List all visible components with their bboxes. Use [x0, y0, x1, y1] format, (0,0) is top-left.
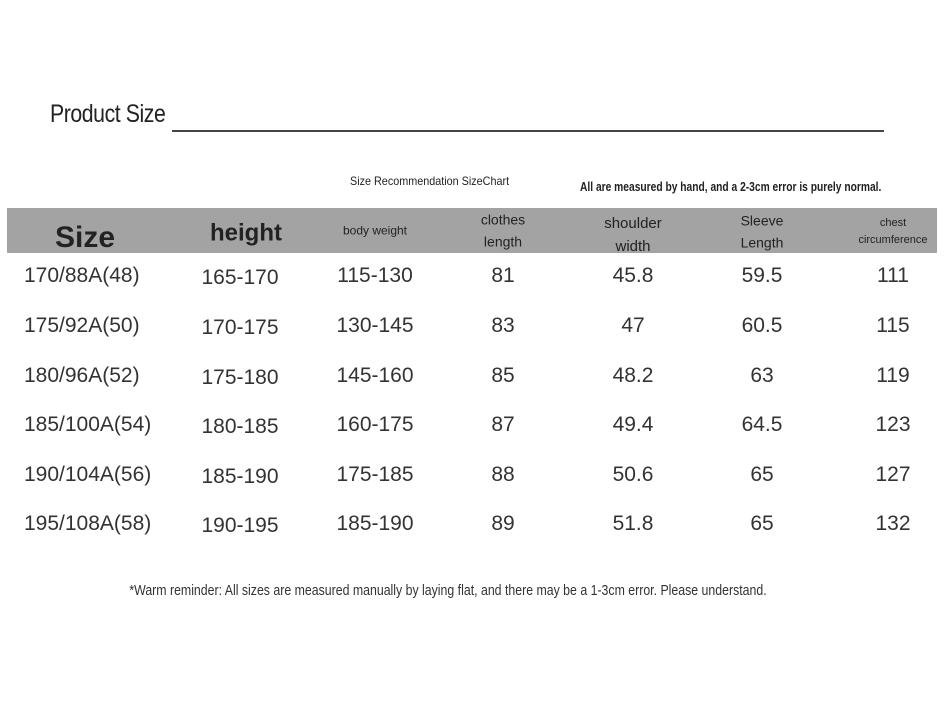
table-cell: 127	[875, 463, 911, 486]
table-cell: 160-175	[336, 413, 414, 436]
table-cell: 51.8	[612, 512, 654, 535]
column-header: chest circumference	[858, 216, 928, 246]
table-cell: 65	[750, 463, 774, 486]
subtitle: Size Recommendation SizeChart	[350, 174, 510, 188]
title: Product Size	[50, 100, 166, 128]
table-cell: 175-180	[201, 366, 279, 389]
column-header: Sleeve Length	[740, 212, 784, 250]
table-cell: 48.2	[612, 364, 654, 387]
table-cell: 59.5	[741, 264, 783, 287]
table-cell: 50.6	[612, 463, 654, 486]
footer: *Warm reminder: All sizes are measured m…	[129, 583, 767, 599]
column-header: shoulder width	[604, 214, 662, 255]
table-cell: 175-185	[336, 463, 414, 486]
table-cell: 111	[877, 264, 909, 287]
table-cell: 85	[491, 364, 515, 387]
table-cell: 145-160	[336, 364, 414, 387]
table-cell: 115-130	[337, 264, 413, 287]
table-cell: 64.5	[741, 413, 783, 436]
table-cell: 83	[491, 314, 515, 337]
table-cell: 81	[491, 264, 515, 287]
column-header: Size	[54, 220, 116, 254]
table-cell: 65	[750, 512, 774, 535]
table-cell: 60.5	[741, 314, 783, 337]
table-cell: 63	[750, 364, 774, 387]
table-cell: 170-175	[201, 316, 279, 339]
table-cell: 119	[876, 364, 910, 387]
column-header: height	[210, 219, 282, 247]
header-band	[7, 208, 937, 253]
table-cell: 195/108A(58)	[24, 512, 152, 535]
table-cell: 170/88A(48)	[24, 264, 140, 287]
note: All are measured by hand, and a 2-3cm er…	[580, 180, 882, 194]
column-header: clothes length	[480, 211, 526, 249]
table-cell: 115	[876, 314, 910, 337]
table-cell: 185/100A(54)	[24, 413, 152, 436]
table-cell: 185-190	[201, 465, 279, 488]
table-cell: 123	[875, 413, 911, 436]
table-cell: 87	[491, 413, 515, 436]
table-cell: 180-185	[201, 415, 279, 438]
table-cell: 45.8	[612, 264, 654, 287]
table-cell: 89	[491, 512, 515, 535]
table-cell: 88	[491, 463, 515, 486]
table-cell: 180/96A(52)	[24, 364, 140, 387]
table-cell: 175/92A(50)	[24, 314, 140, 337]
title-rule	[172, 130, 884, 132]
column-header: body weight	[342, 223, 408, 238]
table-cell: 47	[621, 314, 645, 337]
table-cell: 185-190	[336, 512, 414, 535]
table-cell: 190/104A(56)	[24, 463, 152, 486]
table-cell: 130-145	[336, 314, 414, 337]
table-cell: 49.4	[612, 413, 654, 436]
table-cell: 190-195	[201, 514, 279, 537]
table-cell: 165-170	[201, 266, 279, 289]
table-cell: 132	[875, 512, 911, 535]
